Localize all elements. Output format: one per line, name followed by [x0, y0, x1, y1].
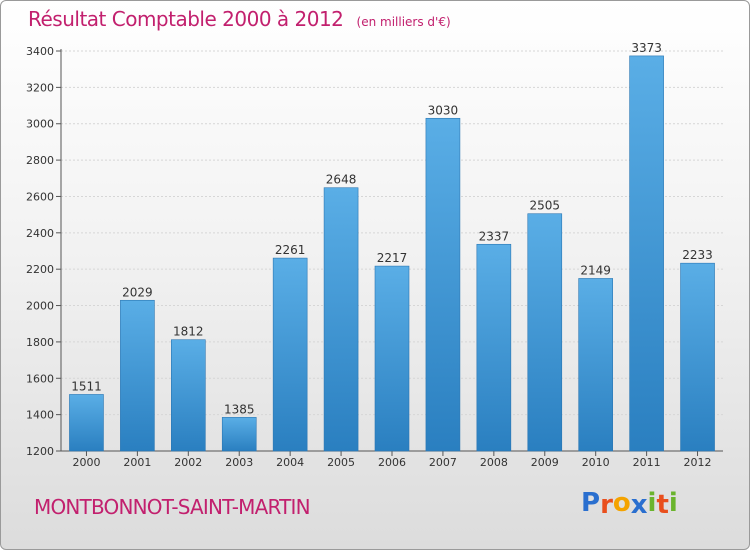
- x-tick-label: 2006: [378, 456, 406, 469]
- data-label-2007: 3030: [428, 103, 459, 117]
- logo-letter: i: [668, 488, 678, 518]
- y-tick-label: 3200: [26, 81, 54, 94]
- y-tick-label: 2800: [26, 154, 54, 167]
- bars: [69, 55, 715, 452]
- x-tick-label: 2005: [327, 456, 355, 469]
- bar-2006: [374, 265, 410, 452]
- x-tick-label: 2007: [429, 456, 457, 469]
- logo-letter: o: [612, 488, 631, 518]
- logo-letter: x: [630, 490, 648, 520]
- data-label-2005: 2648: [326, 173, 357, 187]
- data-label-2009: 2505: [529, 199, 560, 213]
- bar-2001: [120, 299, 155, 452]
- x-tick-label: 2010: [582, 456, 610, 469]
- y-tick-label: 2400: [26, 227, 54, 240]
- x-tick-label: 2008: [480, 456, 508, 469]
- bar-2007: [425, 117, 461, 452]
- data-label-2002: 1812: [173, 325, 204, 339]
- bar-2004: [272, 257, 308, 452]
- y-tick-label: 1800: [26, 336, 54, 349]
- proxiti-logo[interactable]: Proxiti: [581, 488, 678, 520]
- data-label-2004: 2261: [275, 243, 306, 257]
- x-tick-label: 2003: [225, 456, 253, 469]
- y-tick-label: 2000: [26, 300, 54, 313]
- y-tick-label: 1200: [26, 445, 54, 458]
- y-tick-label: 1400: [26, 409, 54, 422]
- bar-2008: [476, 243, 512, 452]
- data-label-2010: 2149: [580, 263, 611, 277]
- data-label-2000: 1511: [71, 379, 102, 393]
- y-tick-label: 2600: [26, 190, 54, 203]
- data-label-2008: 2337: [479, 229, 510, 243]
- bar-2002: [171, 339, 206, 452]
- title-row: Résultat Comptable 2000 à 2012 (en milli…: [28, 7, 451, 31]
- y-tick-label: 1600: [26, 372, 54, 385]
- y-tick-label: 2200: [26, 263, 54, 276]
- data-label-2001: 2029: [122, 285, 153, 299]
- x-tick-label: 2004: [276, 456, 304, 469]
- x-tick-label: 2009: [531, 456, 559, 469]
- bar-2000: [69, 394, 104, 452]
- commune-name: MONTBONNOT-SAINT-MARTIN: [34, 495, 311, 519]
- data-label-2011: 3373: [631, 41, 662, 55]
- y-tick-label: 3000: [26, 118, 54, 131]
- logo-letter: P: [581, 488, 601, 518]
- logo-letter: i: [647, 488, 657, 518]
- chart-title: Résultat Comptable 2000 à 2012: [28, 7, 344, 31]
- bar-2009: [527, 213, 563, 452]
- x-tick-label: 2012: [684, 456, 712, 469]
- x-tick-label: 2011: [633, 456, 661, 469]
- chart-subtitle: (en milliers d'€): [356, 15, 451, 29]
- x-tick-label: 2002: [174, 456, 202, 469]
- y-tick-label: 3400: [26, 45, 54, 58]
- x-tick-label: 2000: [72, 456, 100, 469]
- data-label-2003: 1385: [224, 402, 255, 416]
- data-label-2006: 2217: [377, 251, 408, 265]
- logo-letter: t: [656, 490, 669, 520]
- bar-2011: [629, 55, 664, 452]
- bar-2010: [578, 278, 613, 452]
- data-labels: 1511 2029 1812 1385 2261 2648 2217 3030 2337 2505…: [71, 41, 713, 416]
- x-tick-label: 2001: [123, 456, 151, 469]
- data-label-2012: 2233: [682, 248, 713, 262]
- bar-2012: [680, 262, 715, 452]
- bar-2005: [323, 187, 359, 452]
- logo-letter: r: [600, 490, 613, 520]
- bar-2003: [221, 417, 257, 452]
